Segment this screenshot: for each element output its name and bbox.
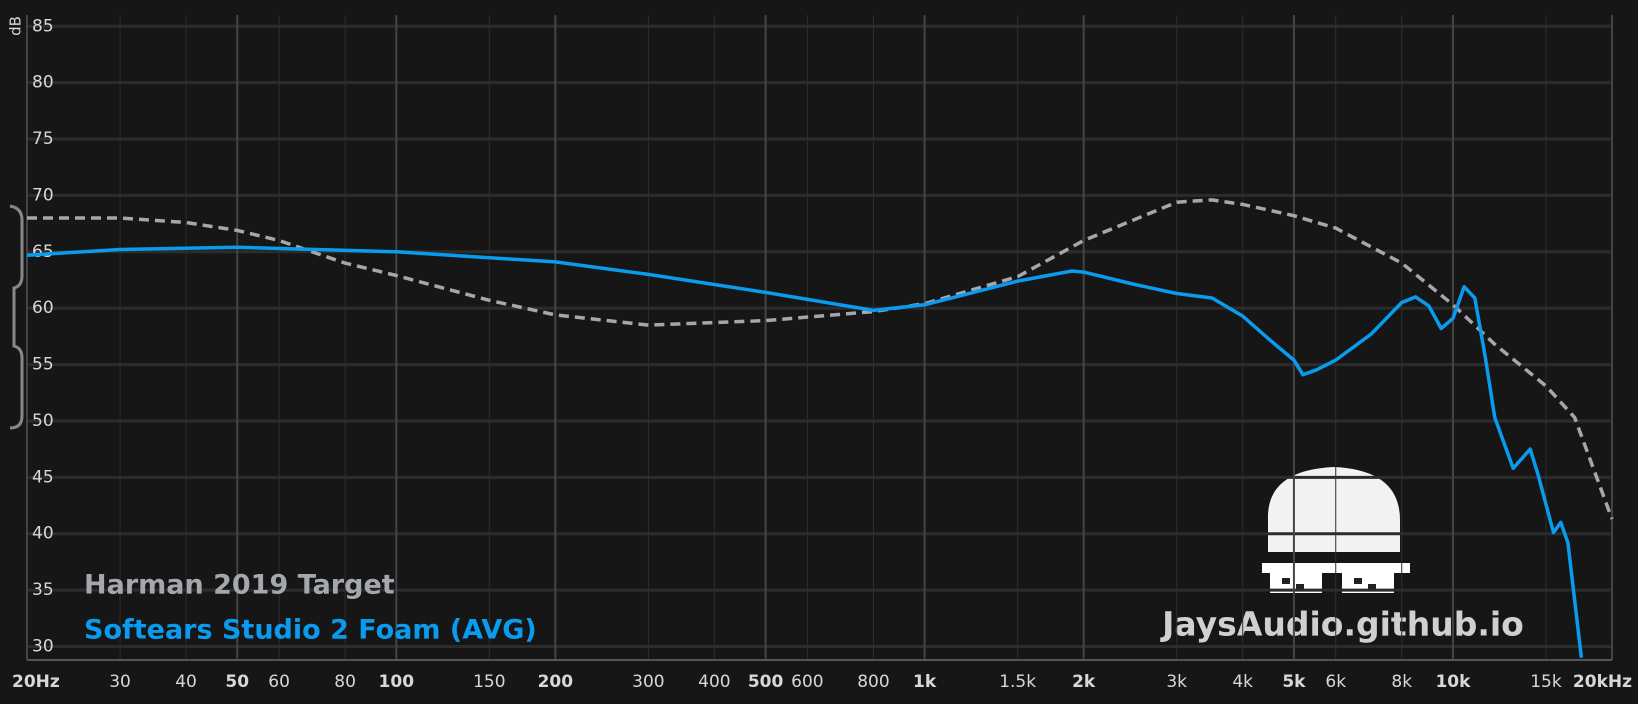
y-tick-label: 35 bbox=[32, 580, 54, 600]
x-tick-label: 300 bbox=[632, 672, 664, 692]
y-tick-label: 60 bbox=[32, 298, 54, 318]
y-tick-label: 65 bbox=[32, 242, 54, 262]
watermark: JaysAudio.github.io bbox=[1160, 605, 1524, 644]
y-tick-label: 70 bbox=[32, 185, 54, 205]
x-tick-label: 1.5k bbox=[999, 672, 1036, 692]
x-tick-label: 2k bbox=[1072, 672, 1096, 692]
x-tick-label: 80 bbox=[334, 672, 356, 692]
y-tick-label: 75 bbox=[32, 129, 54, 149]
y-tick-label: 85 bbox=[32, 16, 54, 36]
y-tick-label: 55 bbox=[32, 355, 54, 375]
x-tick-label: 600 bbox=[791, 672, 823, 692]
x-tick-label: 50 bbox=[225, 672, 249, 692]
x-tick-label: 40 bbox=[175, 672, 197, 692]
x-tick-label: 3k bbox=[1166, 672, 1187, 692]
y-tick-label: 45 bbox=[32, 467, 54, 487]
y-tick-label: 40 bbox=[32, 524, 54, 544]
x-tick-label: 15k bbox=[1530, 672, 1562, 692]
x-tick-label: 500 bbox=[748, 672, 784, 692]
x-tick-label: 60 bbox=[268, 672, 290, 692]
grid bbox=[26, 15, 1613, 660]
x-tick-label: 100 bbox=[379, 672, 415, 692]
x-tick-label: 200 bbox=[538, 672, 574, 692]
y-tick-label: 30 bbox=[32, 636, 54, 656]
y-tick-label: 50 bbox=[32, 411, 54, 431]
x-tick-label: 8k bbox=[1391, 672, 1412, 692]
x-tick-label: 5k bbox=[1282, 672, 1306, 692]
scale-handle bbox=[9, 204, 24, 430]
y-tick-label: 80 bbox=[32, 73, 54, 93]
series-line bbox=[27, 198, 1614, 520]
x-tick-label: 6k bbox=[1325, 672, 1346, 692]
series-line bbox=[26, 245, 1584, 658]
x-tick-label: 4k bbox=[1232, 672, 1253, 692]
x-tick-label: 10k bbox=[1435, 672, 1471, 692]
x-tick-label: 20Hz bbox=[12, 672, 60, 692]
x-tick-label: 400 bbox=[698, 672, 730, 692]
x-tick-label: 1k bbox=[913, 672, 937, 692]
y-axis-label: dB bbox=[7, 16, 25, 36]
x-tick-label: 20kHz bbox=[1573, 672, 1632, 692]
x-tick-label: 30 bbox=[109, 672, 131, 692]
x-tick-label: 150 bbox=[473, 672, 505, 692]
legend-entry: Softears Studio 2 Foam (AVG) bbox=[84, 615, 537, 646]
legend-entry: Harman 2019 Target bbox=[84, 570, 395, 601]
x-tick-label: 800 bbox=[857, 672, 889, 692]
